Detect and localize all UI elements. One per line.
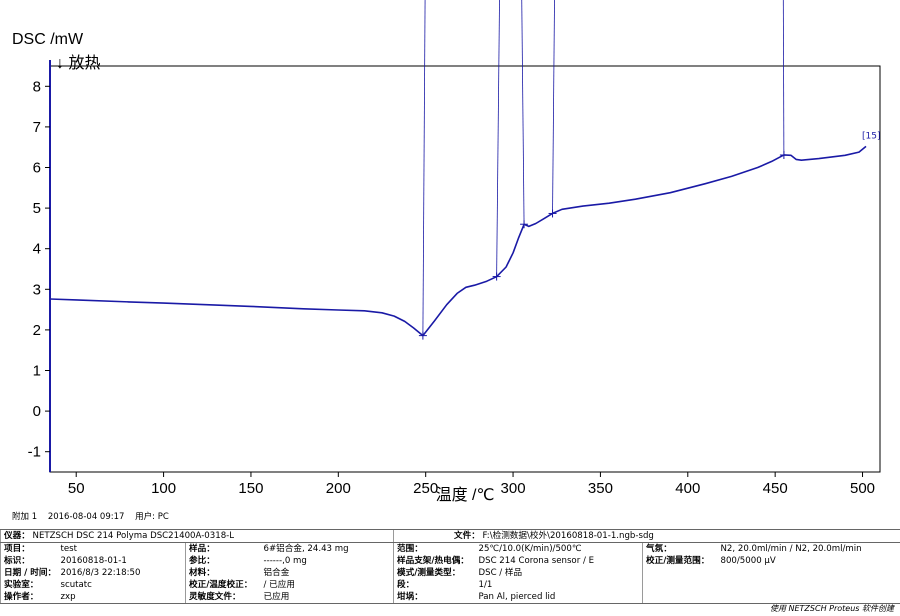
material-value: 铝合金 — [263, 568, 290, 578]
reference-label: 参比： — [185, 555, 261, 567]
peak-leader — [496, 0, 500, 277]
date-value: 2016/8/3 22:18:50 — [60, 568, 141, 578]
x-axis-title: 温度 /℃ — [436, 486, 495, 504]
software-footer: 使用 NETZSCH Proteus 软件创建 — [769, 604, 894, 613]
peak-leader — [552, 0, 555, 214]
plot-area — [49, 65, 881, 473]
x-tick-label: 500 — [850, 480, 875, 497]
peak-leader — [521, 0, 525, 225]
y-tick-label: 7 — [33, 119, 41, 136]
range-value: 25℃/10.0(K/min)/500℃ — [478, 544, 582, 554]
exo-direction-label: ↓ 放热 — [56, 54, 100, 72]
sensitivity-value: 已应用 — [260, 591, 394, 604]
lab-value: scutatc — [60, 580, 92, 590]
y-tick-label: 0 — [33, 403, 41, 420]
curve-run-label: [15] — [862, 131, 880, 141]
y-tick-label: 3 — [33, 281, 41, 298]
y-tick-label: 6 — [33, 160, 41, 177]
appendix-label: 附加 1 — [12, 512, 38, 522]
date-label: 日期 / 时间： — [0, 567, 58, 579]
x-tick-label: 200 — [326, 480, 351, 497]
operator-label: 操作者： — [0, 591, 58, 604]
sample-label: 样品： — [185, 542, 261, 555]
mode-value: DSC / 样品 — [478, 568, 523, 578]
y-tick-label: 1 — [33, 363, 41, 380]
peak-leader — [782, 0, 785, 156]
material-label: 材料： — [185, 567, 261, 579]
y-tick-label: 5 — [33, 200, 41, 217]
y-axis-title: DSC /mW — [12, 31, 84, 48]
x-tick-label: 350 — [588, 480, 613, 497]
segment-label: 段： — [393, 579, 476, 591]
project-value: test — [60, 544, 78, 554]
cal-range-value: 800/5000 μV — [720, 556, 776, 566]
reference-value: ------,0 mg — [263, 556, 307, 566]
x-tick-label: 100 — [151, 480, 176, 497]
x-tick-label: 300 — [501, 480, 526, 497]
x-tick-label: 400 — [675, 480, 700, 497]
gas-value: N2, 20.0ml/min / N2, 20.0ml/min — [720, 544, 862, 554]
temp-cal-value: / 已应用 — [263, 580, 295, 590]
lab-label: 实验室： — [0, 579, 58, 591]
x-tick-label: 150 — [238, 480, 263, 497]
sample-value: 6#铝合金, 24.43 mg — [263, 544, 349, 554]
holder-label: 样品支架/热电偶： — [393, 555, 476, 567]
measurement-info-table: 仪器： NETZSCH DSC 214 Polyma DSC21400A-031… — [0, 529, 900, 604]
x-tick-label: 250 — [413, 480, 438, 497]
range-label: 范围： — [393, 542, 476, 555]
cal-range-label: 校正/测量范围： — [642, 555, 718, 567]
dsc-chart: 50 100 150 200 250 300 350 400 450 500 -1 0 1 2 3 4 5 6 7 8… — [12, 0, 881, 504]
id-value: 20160818-01-1 — [60, 556, 127, 566]
appendix-datetime: 2016-08-04 09:17 — [47, 512, 125, 522]
crucible-value: Pan Al, pierced lid — [475, 591, 643, 604]
segment-value: 1/1 — [478, 580, 493, 590]
temp-cal-label: 校正/温度校正： — [185, 579, 261, 591]
crucible-label: 坩埚： — [393, 591, 476, 604]
y-tick-label: 8 — [33, 78, 41, 95]
operator-value: zxp — [57, 591, 186, 604]
mode-label: 模式/测量类型： — [393, 567, 476, 579]
y-tick-label: -1 — [28, 444, 41, 461]
gas-label: 气氛： — [642, 542, 718, 555]
appendix-user: 用户: PC — [135, 512, 169, 522]
holder-value: DSC 214 Corona sensor / E — [478, 556, 595, 566]
file-cell: 文件： F:\检测数据\校外\20160818-01-1.ngb-sdg — [393, 529, 900, 543]
x-tick-label: 50 — [68, 480, 85, 497]
instrument-cell: 仪器： NETZSCH DSC 214 Polyma DSC21400A-031… — [0, 529, 394, 543]
project-label: 项目： — [0, 542, 58, 555]
x-tick-label: 450 — [763, 480, 788, 497]
y-tick-label: 2 — [33, 322, 41, 339]
sensitivity-label: 灵敏度文件： — [185, 591, 261, 604]
appendix-line: 附加 1 2016-08-04 09:17 用户: PC — [12, 510, 177, 522]
y-tick-label: 4 — [33, 241, 41, 258]
dsc-curve — [49, 145, 867, 337]
id-label: 标识： — [0, 555, 58, 567]
